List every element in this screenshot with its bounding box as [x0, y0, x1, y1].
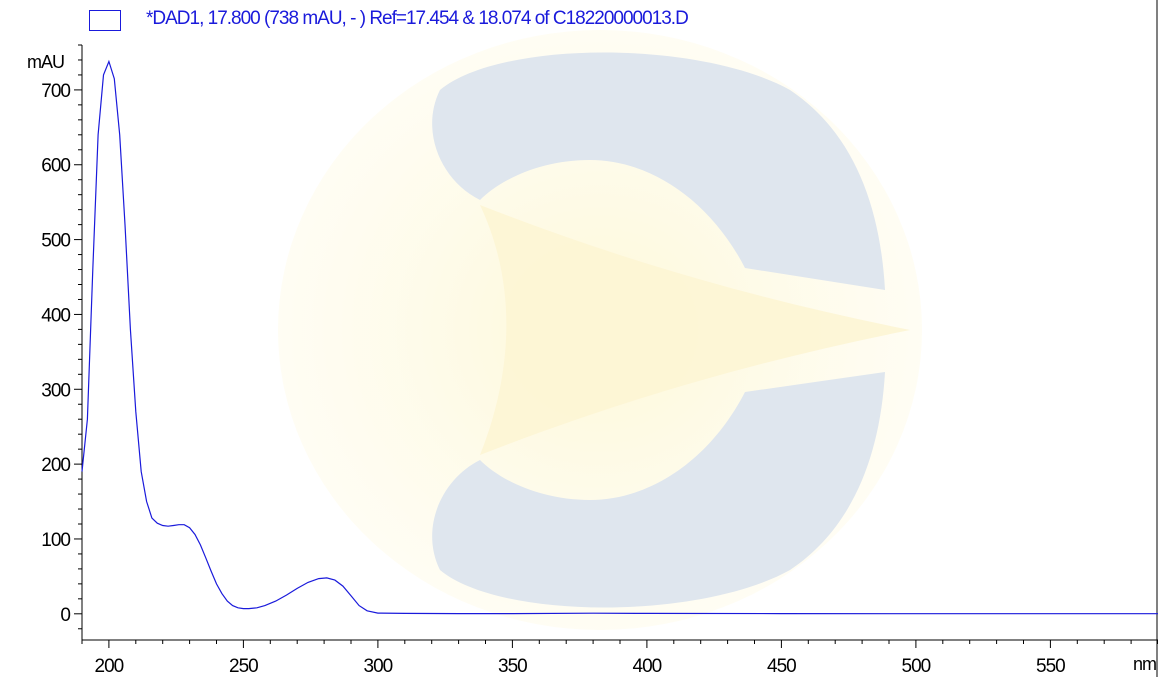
logo-center-wedge [480, 205, 910, 455]
company-logo-watermark [278, 30, 922, 630]
y-tick-label: 100 [41, 530, 70, 551]
x-axis-unit: nm [1133, 654, 1157, 674]
y-tick-label: 500 [41, 231, 70, 252]
y-axis-unit: mAU [27, 52, 65, 72]
legend-swatch [89, 10, 121, 31]
x-tick-label: 450 [767, 656, 796, 677]
x-tick-label: 300 [364, 656, 393, 677]
y-axis-ticks: 0 100 200 300 400 500 600 700 [41, 44, 82, 630]
y-tick-label: 0 [60, 605, 70, 626]
logo-lower-arc [432, 372, 885, 608]
chart-title: *DAD1, 17.800 (738 mAU, - ) Ref=17.454 &… [146, 8, 689, 29]
y-tick-label: 200 [41, 455, 70, 476]
x-tick-label: 200 [95, 656, 124, 677]
y-tick-label: 700 [41, 81, 70, 102]
x-axis-ticks: 200 250 300 350 400 450 500 550 [81, 640, 1158, 677]
x-tick-label: 250 [229, 656, 258, 677]
x-tick-label: 400 [633, 656, 662, 677]
series-line [81, 59, 1158, 615]
y-tick-label: 400 [41, 305, 70, 326]
x-tick-label: 550 [1036, 656, 1065, 677]
y-tick-label: 300 [41, 380, 70, 401]
logo-upper-arc [432, 52, 885, 290]
x-tick-label: 500 [902, 656, 931, 677]
y-tick-label: 600 [41, 156, 70, 177]
x-tick-label: 350 [498, 656, 527, 677]
